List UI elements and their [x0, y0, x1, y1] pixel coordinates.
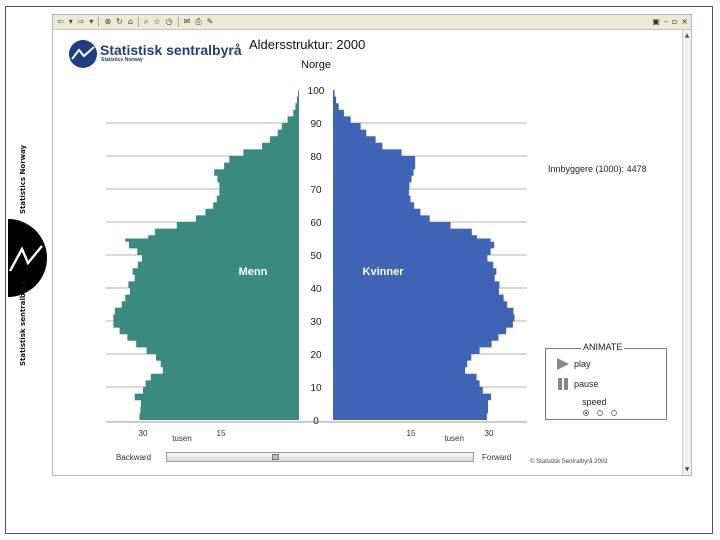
toolbar-separator	[177, 17, 179, 27]
pause-label: pause	[574, 379, 599, 389]
edit-icon[interactable]: ✎	[206, 17, 214, 26]
print-icon[interactable]: ⎙	[195, 17, 202, 26]
toolbar-separator	[137, 17, 139, 27]
browser-toolbar: ⇦ ▾ ⇨ ▾ ⊗ ↻ ⌂ ⌕ ☆ ◷ ✉ ⎙ ✎ ▣ – ▫ ×	[53, 15, 691, 30]
year-slider[interactable]	[166, 452, 474, 462]
forward-label[interactable]: Forward	[482, 453, 512, 462]
back-icon[interactable]: ⇦	[57, 17, 64, 26]
x-unit-right: tusen	[444, 434, 464, 443]
women-population-area	[333, 90, 515, 420]
ssb-logo-icon	[69, 40, 97, 68]
age-tick-label-20: 20	[310, 350, 322, 361]
men-label: Menn	[239, 266, 268, 278]
age-tick-label-10: 10	[310, 383, 322, 394]
speed-option-fast[interactable]	[611, 410, 617, 416]
age-tick-label-30: 30	[310, 317, 322, 328]
logo-name: Statistisk sentralbyrå	[100, 42, 242, 58]
men-population-area	[113, 90, 300, 420]
media-icon[interactable]: ▣	[652, 17, 660, 26]
age-tick-label-80: 80	[310, 152, 322, 163]
speed-option-medium[interactable]	[597, 410, 603, 416]
copyright-text: © Statistisk Sentralbyrå 2003	[530, 459, 608, 465]
statistics-norway-emblem	[8, 219, 47, 297]
backward-label[interactable]: Backward	[116, 453, 152, 462]
x-unit-left: tusen	[172, 434, 192, 443]
favorites-icon[interactable]: ☆	[153, 17, 161, 26]
refresh-icon[interactable]: ↻	[116, 17, 123, 26]
age-tick-label-100: 100	[308, 86, 325, 97]
maximize-icon[interactable]: ▫	[671, 17, 678, 26]
window-controls: ▣ – ▫ ×	[648, 17, 688, 26]
age-tick-label-40: 40	[310, 284, 322, 295]
population-label: Innbyggere (1000):	[548, 164, 625, 174]
animate-panel: ANIMATE play pause speed	[545, 342, 667, 420]
home-icon[interactable]: ⌂	[127, 17, 133, 26]
play-button[interactable]: play	[556, 358, 591, 370]
women-label: Kvinner	[363, 266, 405, 278]
x-tick-right-15: 15	[407, 429, 416, 438]
age-tick-label-0: 0	[313, 416, 319, 427]
x-tick-left-30: 30	[139, 429, 148, 438]
age-tick-label-50: 50	[310, 251, 322, 262]
minimize-icon[interactable]: –	[663, 17, 668, 26]
play-icon	[557, 358, 569, 370]
toolbar-separator	[98, 17, 100, 27]
chart-title: Aldersstruktur: 2000	[249, 37, 366, 52]
history-icon[interactable]: ◷	[165, 17, 173, 26]
x-tick-left-15: 15	[217, 429, 226, 438]
animate-title: ANIMATE	[581, 342, 625, 352]
chart-subtitle: Norge	[301, 59, 331, 71]
scroll-up-icon[interactable]: ▲	[684, 32, 690, 39]
logo-subtitle: Statistics Norway	[101, 57, 143, 63]
vertical-scrollbar[interactable]: ▲ ▼	[682, 30, 691, 475]
slide-frame	[5, 6, 713, 534]
year-slider-thumb[interactable]	[272, 454, 279, 460]
age-tick-label-60: 60	[310, 218, 322, 229]
close-icon[interactable]: ×	[681, 17, 688, 26]
play-label: play	[574, 359, 591, 369]
mail-icon[interactable]: ✉	[183, 17, 191, 26]
forward-dropdown-icon[interactable]: ▾	[89, 17, 94, 26]
pause-icon	[558, 378, 568, 390]
pause-button[interactable]: pause	[556, 378, 599, 390]
age-tick-label-70: 70	[310, 185, 322, 196]
population-value: 4478	[626, 164, 647, 174]
back-dropdown-icon[interactable]: ▾	[68, 17, 73, 26]
search-icon[interactable]: ⌕	[143, 17, 149, 26]
population-readout: Innbyggere (1000): 4478	[548, 164, 647, 174]
speed-label: speed	[582, 397, 607, 407]
x-tick-right-30: 30	[485, 429, 494, 438]
stop-icon[interactable]: ⊗	[104, 17, 112, 26]
age-tick-label-90: 90	[310, 119, 322, 130]
scroll-down-icon[interactable]: ▼	[684, 466, 690, 473]
forward-icon[interactable]: ⇨	[77, 17, 85, 26]
speed-option-slow[interactable]	[583, 410, 589, 416]
